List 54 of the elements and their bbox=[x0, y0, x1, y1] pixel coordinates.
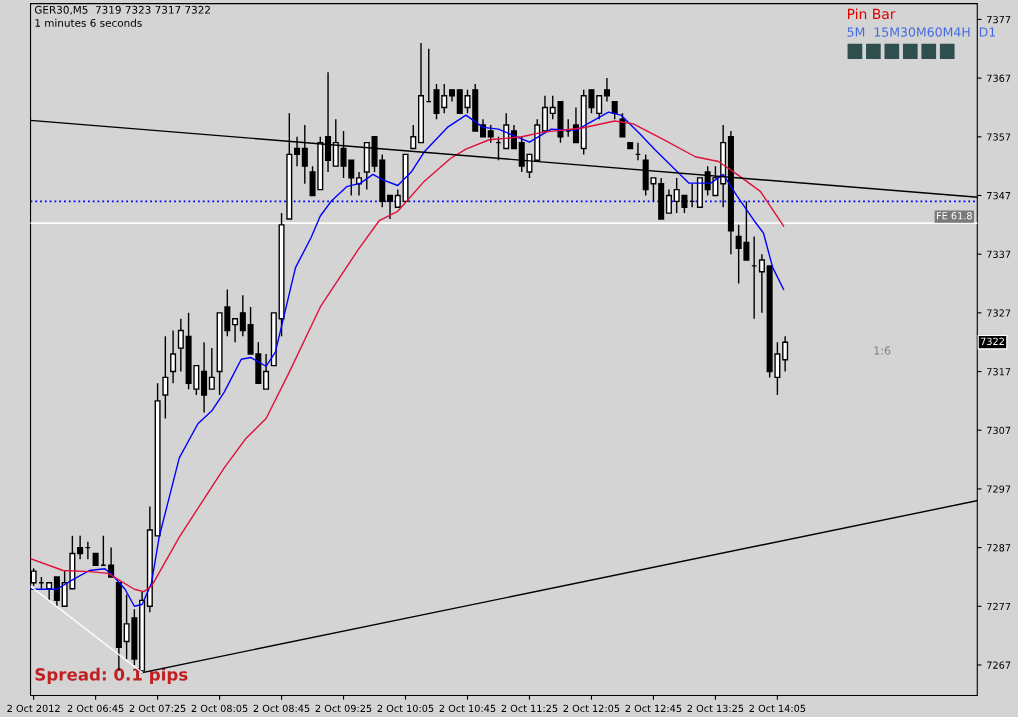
x-tick-label: 2 Oct 11:25 bbox=[501, 704, 558, 713]
x-tick-label: 2 Oct 08:45 bbox=[253, 704, 310, 713]
candlestick bbox=[541, 95, 548, 132]
candlestick bbox=[201, 341, 208, 414]
y-tick-label: 7317 bbox=[987, 368, 1011, 376]
y-tick-label: 7377 bbox=[987, 15, 1011, 24]
candlestick bbox=[387, 194, 394, 220]
candlestick bbox=[782, 335, 789, 373]
text: 7322 bbox=[980, 337, 1004, 346]
annotation: 1:6 bbox=[874, 346, 891, 355]
candlestick bbox=[294, 136, 301, 167]
y-tick-label: 7357 bbox=[987, 133, 1011, 141]
ref-line-label: FE 61.8 bbox=[937, 212, 972, 220]
candlestick bbox=[170, 329, 177, 384]
candlestick bbox=[758, 253, 765, 314]
candlestick bbox=[232, 318, 239, 343]
chart-title: GER30,M5 7319 7323 7317 7322 bbox=[34, 5, 210, 15]
x-tick-label: 2 Oct 07:25 bbox=[129, 704, 186, 713]
candlestick bbox=[301, 124, 308, 185]
y-tick-label: 7277 bbox=[987, 602, 1011, 610]
candlestick bbox=[162, 335, 169, 420]
candlestick bbox=[596, 95, 603, 120]
y-tick-label: 7287 bbox=[987, 544, 1011, 552]
x-tick-label: 2 Oct 10:05 bbox=[377, 704, 434, 713]
candlestick bbox=[503, 112, 510, 150]
y-tick-label: 7327 bbox=[987, 309, 1011, 317]
x-tick-label: 2 Oct 10:45 bbox=[439, 704, 496, 713]
candlestick bbox=[53, 576, 60, 607]
y-tick-label: 7297 bbox=[987, 485, 1011, 493]
x-tick-label: 2 Oct 09:25 bbox=[315, 704, 372, 713]
y-tick-label: 7347 bbox=[987, 191, 1011, 200]
candlestick bbox=[77, 535, 84, 561]
x-tick-label: 2 Oct 14:05 bbox=[749, 704, 806, 713]
x-tick-label: 2 Oct 13:25 bbox=[687, 704, 744, 713]
x-tick-label: 2 Oct 2012 bbox=[7, 704, 60, 713]
candlestick bbox=[239, 294, 246, 338]
y-tick-label: 7267 bbox=[987, 661, 1011, 669]
x-tick-label: 2 Oct 12:45 bbox=[625, 704, 682, 713]
x-tick-label: 2 Oct 08:05 bbox=[191, 704, 248, 713]
x-tick-label: 2 Oct 12:05 bbox=[563, 704, 620, 713]
x-tick-label: 2 Oct 06:45 bbox=[67, 704, 124, 713]
annotation: Spread: 0.1 pips bbox=[35, 667, 188, 684]
y-tick-label: 7367 bbox=[987, 74, 1011, 82]
candlestick bbox=[208, 347, 215, 390]
candlestick bbox=[603, 77, 610, 103]
text: 1 minutes 6 seconds bbox=[35, 18, 142, 27]
y-tick-label: 7337 bbox=[987, 250, 1011, 259]
annotation: Pin Bar bbox=[847, 8, 896, 20]
candlestick bbox=[665, 188, 672, 214]
y-tick-label: 7307 bbox=[987, 426, 1011, 435]
candlestick bbox=[263, 353, 270, 390]
candlestick bbox=[410, 124, 417, 150]
annotation: 5M 15M30M60M4H D1 bbox=[847, 27, 996, 37]
candlestick bbox=[177, 318, 184, 373]
